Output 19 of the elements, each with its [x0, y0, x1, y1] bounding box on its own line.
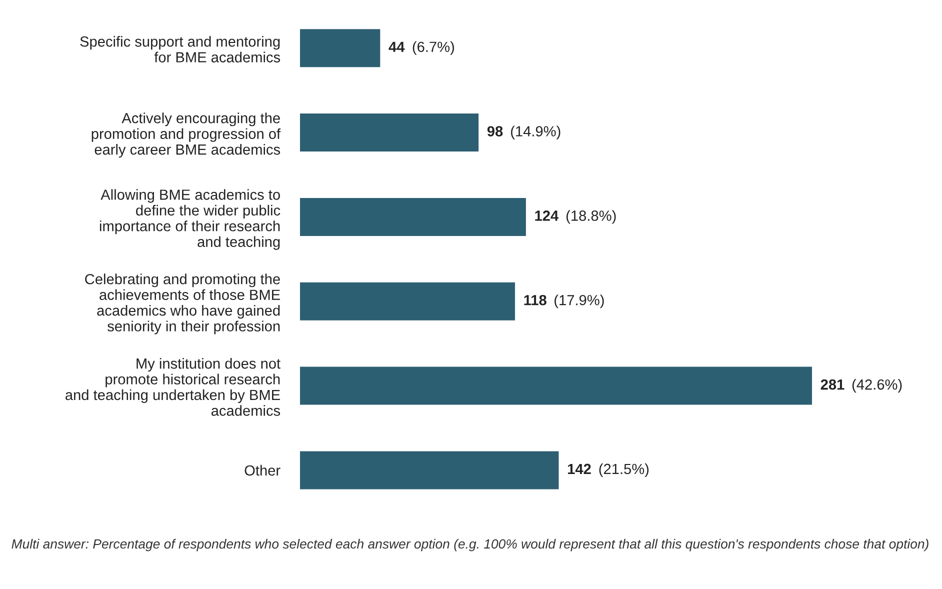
data-label: 98 (14.9%) [487, 126, 560, 140]
y-tick-label: Other [244, 464, 280, 476]
data-label: 124 (18.8%) [535, 210, 616, 224]
data-label: 44 (6.7%) [388, 41, 454, 55]
y-tick-label: Allowing BME academics to define the wider public importance of their research and teaching [100, 189, 280, 250]
bar [300, 366, 812, 405]
bar [300, 451, 559, 490]
y-tick-label: My institution does not promote historical research and teaching undertaken by BME academics [66, 358, 280, 416]
y-tick-label: Actively encouraging the promotion and progression of early career BME academics [92, 112, 281, 158]
y-tick-label: Celebrating and promoting the achievements of those BME academics who have gained seniority in their profession [85, 274, 280, 334]
data-label: 142 (21.5%) [568, 463, 649, 478]
bar [300, 114, 479, 152]
bar [300, 198, 526, 236]
bar [300, 29, 380, 68]
text: Multi answer: Percentage of respondents who selected each answer option (e.g. 100% would represent that all this question's respondents chose that option) [12, 538, 928, 552]
y-tick-label: Specific support and mentoring for BME academics [80, 36, 280, 62]
data-label: 118 (17.9%) [524, 294, 604, 308]
data-label: 281 (42.6%) [820, 379, 902, 393]
bar [300, 282, 516, 320]
